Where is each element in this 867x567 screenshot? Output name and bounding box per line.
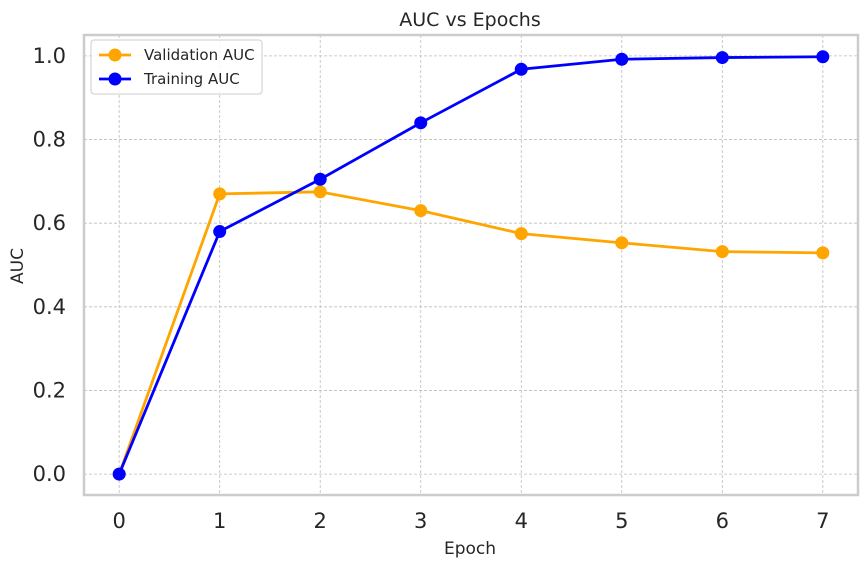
legend-marker [108,48,122,62]
data-point [615,52,629,66]
legend-label: Validation AUC [144,46,255,64]
y-tick-label: 0.8 [33,128,66,152]
legend-box [90,39,263,95]
legend-label: Training AUC [143,70,240,88]
data-point [313,185,327,199]
data-point [514,62,528,76]
x-tick-label: 6 [716,509,729,533]
x-axis-label: Epoch [444,539,496,559]
data-point [816,246,830,260]
plot-frame [82,33,860,497]
data-point [414,204,428,218]
x-tick-label: 7 [816,509,829,533]
legend-marker [108,72,122,86]
x-tick-label: 1 [213,509,226,533]
series-layer [112,50,830,481]
y-tick-label: 0.6 [33,211,66,235]
chart-title: AUC vs Epochs [399,9,540,31]
data-point [514,227,528,241]
data-point [213,225,227,239]
y-tick-label: 0.4 [33,295,66,319]
x-tick-label: 2 [314,509,327,533]
x-tick-label: 5 [615,509,628,533]
y-axis-label: AUC [8,248,28,284]
series-line [117,55,823,475]
legend: Validation AUC Training AUC [90,39,263,95]
axis-ticks: 0 1 2 3 4 5 6 7 0.0 0.2 0.4 0.6 0.8 1.0 [33,44,830,533]
data-point [615,236,629,250]
y-tick-label: 1.0 [33,44,66,68]
y-tick-label: 0.0 [33,462,66,486]
grid [84,35,858,495]
data-point [414,116,428,130]
data-point [112,467,126,481]
data-point [213,187,227,201]
x-tick-label: 3 [414,509,427,533]
data-point [313,172,327,186]
x-tick-label: 0 [112,509,125,533]
data-point [715,51,729,65]
series-1 [112,50,830,481]
series-line [117,190,823,475]
x-tick-label: 4 [515,509,528,533]
legend-entry: Validation AUC [99,46,255,64]
data-point [715,245,729,259]
y-tick-label: 0.2 [33,378,66,402]
legend-entry: Training AUC [99,70,240,88]
data-point [816,50,830,64]
